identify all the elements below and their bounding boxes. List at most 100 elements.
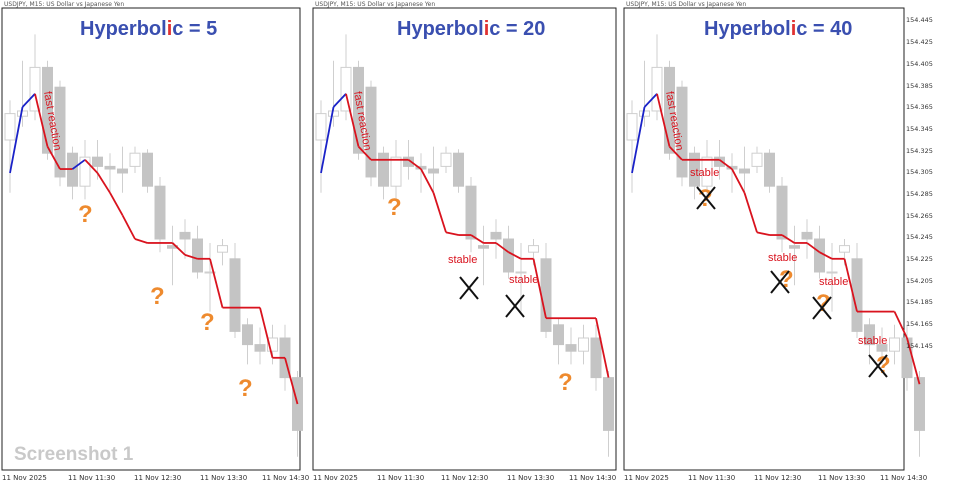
candle-body [739, 168, 750, 174]
x-tick: 11 Nov 2025 [313, 474, 358, 482]
candle-body [478, 245, 489, 249]
candle-body [490, 231, 502, 240]
candle-body [179, 231, 191, 240]
series-segment [332, 93, 347, 108]
y-tick: 154.325 [906, 147, 933, 155]
x-tick: 11 Nov 12:30 [441, 474, 489, 482]
candle-body [851, 258, 863, 332]
series-segment [906, 337, 921, 385]
candle-body [453, 152, 464, 187]
series-segment [121, 214, 136, 240]
question-mark: ? [200, 309, 215, 336]
candle-body [764, 152, 775, 187]
candle-body [801, 231, 813, 240]
cross-mark [868, 354, 888, 378]
x-tick: 11 Nov 11:30 [377, 474, 425, 482]
series-segment [420, 168, 435, 194]
candle-body [676, 86, 688, 178]
stable-label: stable [858, 335, 887, 347]
candle-body [515, 271, 527, 274]
series-segment [432, 192, 447, 233]
y-tick: 154.225 [906, 255, 933, 263]
cross-mark [770, 270, 790, 294]
title-highlight: i [790, 18, 797, 40]
y-tick: 154.405 [906, 60, 933, 68]
candle-body [254, 344, 266, 352]
series-segment [508, 251, 522, 260]
y-tick: 154.425 [906, 38, 933, 46]
candle-body [465, 185, 477, 240]
x-tick: 11 Nov 12:30 [134, 474, 182, 482]
y-tick: 154.345 [906, 125, 933, 133]
series-segment [668, 145, 683, 161]
plot-frame [1, 7, 301, 471]
candle-body [864, 324, 875, 346]
chart-panel-2: fast reaction stable stable?? USDJPY, M15:… [311, 0, 618, 485]
candle-body [528, 245, 539, 253]
series-segment [743, 192, 758, 233]
series-segment [84, 159, 99, 174]
candle-body [428, 168, 439, 174]
title-text: Hyperbol [704, 18, 791, 40]
question-mark: ? [387, 194, 402, 221]
stable-label: stable [690, 167, 719, 179]
candle-body [267, 337, 278, 352]
candle-body [42, 66, 53, 154]
series-segment [96, 172, 111, 194]
x-tick: 11 Nov 11:30 [688, 474, 736, 482]
series-segment [781, 234, 795, 244]
chart-panel-3: fast reaction stable stable stable stable???… [622, 0, 960, 485]
series-segment [407, 159, 422, 170]
candle-body [129, 152, 141, 167]
stable-label: stable [509, 274, 538, 286]
candle-body [217, 245, 228, 253]
question-mark: ? [78, 201, 93, 228]
x-tick: 11 Nov 14:30 [569, 474, 617, 482]
plot-frame [312, 7, 617, 471]
question-mark: ? [150, 283, 165, 310]
candle-body [92, 156, 103, 167]
stable-label: stable [768, 252, 797, 264]
candle-body [154, 185, 166, 240]
title-highlight: i [483, 18, 490, 40]
question-mark: ? [876, 352, 891, 379]
chart-title: Hyperbolic = 5 [80, 18, 217, 41]
series-segment [806, 242, 821, 253]
candle-body [503, 238, 514, 273]
candle-body [751, 152, 763, 167]
cross-mark [505, 294, 525, 318]
candle-body [142, 152, 153, 187]
x-tick: 11 Nov 2025 [624, 474, 669, 482]
series-segment [893, 311, 908, 339]
series-segment [495, 242, 510, 253]
cross-mark [812, 296, 832, 320]
chart-title: Hyperbolic = 20 [397, 18, 545, 41]
candle-body [390, 156, 402, 187]
candle-body [117, 168, 128, 174]
title-text: Hyperbol [397, 18, 484, 40]
candle-body [689, 152, 700, 187]
y-tick: 154.205 [906, 277, 933, 285]
series-segment [284, 357, 299, 405]
series-segment [46, 146, 61, 170]
series-segment [445, 231, 459, 236]
candle-body [839, 245, 850, 253]
series-segment [259, 307, 274, 359]
series-segment [184, 253, 198, 260]
stable-label: stable [819, 276, 848, 288]
y-tick: 154.145 [906, 342, 933, 350]
series-segment [532, 258, 547, 319]
title-value: c = 5 [172, 18, 218, 40]
series-segment [756, 231, 770, 236]
candle-body [192, 238, 203, 273]
y-tick: 154.445 [906, 16, 933, 24]
series-segment [595, 318, 610, 378]
series-segment [656, 93, 671, 147]
series-segment [643, 93, 658, 108]
candle-body [104, 165, 116, 170]
candle-body [565, 344, 577, 352]
candle-body [29, 66, 41, 112]
candle-body [4, 113, 16, 141]
x-tick: 11 Nov 14:30 [880, 474, 928, 482]
